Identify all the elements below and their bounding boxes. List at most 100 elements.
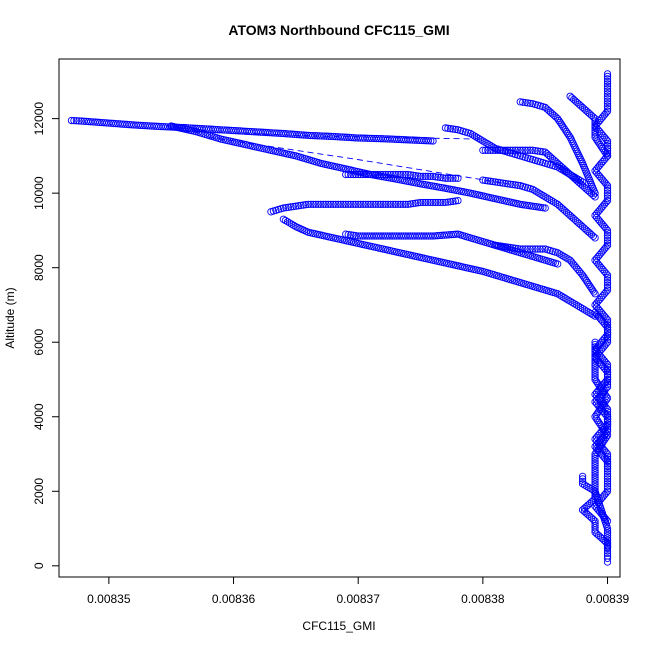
data-point	[519, 98, 527, 106]
data-point	[603, 326, 612, 334]
data-point	[434, 198, 442, 207]
data-point	[603, 380, 612, 389]
data-point	[506, 243, 514, 252]
data-point	[352, 200, 360, 208]
data-point	[504, 146, 512, 154]
data-point	[600, 426, 608, 434]
data-point	[589, 311, 597, 319]
data-point	[558, 251, 566, 259]
data-point	[384, 170, 392, 179]
data-point	[603, 482, 612, 490]
data-point	[602, 392, 610, 400]
data-point	[292, 202, 300, 210]
data-point	[591, 340, 599, 349]
data-point	[595, 381, 603, 389]
x-tick-label: 0.00837	[337, 592, 381, 606]
data-point	[444, 198, 452, 206]
data-point	[404, 200, 412, 208]
data-point	[362, 170, 370, 179]
data-point	[519, 245, 527, 253]
data-point	[592, 414, 600, 423]
data-point	[312, 200, 320, 208]
data-point	[389, 170, 397, 179]
data-point	[603, 87, 612, 95]
data-point	[591, 343, 599, 351]
data-point	[566, 297, 574, 305]
y-tick-label: 6000	[32, 329, 46, 356]
data-point	[468, 131, 477, 139]
data-point	[521, 201, 529, 209]
data-point	[600, 437, 608, 445]
data-point	[349, 170, 357, 179]
data-point	[537, 190, 545, 199]
data-point	[581, 275, 589, 283]
data-point	[581, 306, 589, 314]
data-point	[399, 170, 407, 179]
data-point	[603, 191, 612, 200]
data-point	[359, 170, 367, 179]
data-point	[592, 411, 600, 419]
data-point	[372, 170, 380, 179]
data-point	[561, 126, 569, 134]
data-point	[603, 271, 612, 279]
data-point	[499, 179, 507, 187]
data-point	[344, 200, 352, 208]
data-point	[444, 174, 452, 182]
data-point	[591, 480, 599, 488]
data-point	[603, 144, 612, 153]
data-point	[591, 452, 599, 461]
data-point	[319, 200, 327, 208]
data-point	[529, 185, 537, 194]
data-point	[499, 146, 507, 154]
data-point	[603, 541, 612, 549]
data-point	[603, 75, 612, 83]
data-point	[591, 350, 599, 358]
y-tick-label: 0	[32, 562, 46, 569]
data-point	[591, 450, 599, 458]
data-point	[591, 354, 599, 363]
data-point	[568, 298, 576, 307]
data-point	[484, 146, 492, 154]
data-point	[562, 128, 571, 136]
data-point	[591, 526, 599, 534]
data-point	[603, 413, 612, 421]
data-point	[386, 200, 395, 208]
data-point	[572, 301, 581, 309]
data-point	[603, 477, 612, 486]
data-point	[401, 200, 410, 208]
data-point	[602, 433, 610, 441]
data-point	[372, 200, 380, 208]
data-point	[307, 200, 315, 208]
data-point	[554, 163, 562, 171]
data-point	[565, 131, 573, 140]
data-point	[431, 173, 440, 181]
data-point	[596, 383, 604, 391]
data-point	[603, 368, 612, 376]
x-axis-label: CFC115_GMI	[302, 619, 375, 633]
data-point	[586, 282, 594, 290]
x-tick-label: 0.00835	[87, 592, 131, 606]
data-point	[591, 485, 599, 493]
data-point	[590, 288, 598, 296]
data-point	[352, 170, 360, 179]
data-point	[279, 215, 288, 223]
data-point	[591, 455, 599, 463]
data-point	[352, 231, 360, 240]
data-point	[496, 179, 504, 187]
data-point	[591, 375, 599, 384]
data-point	[591, 357, 599, 365]
data-point	[592, 396, 601, 404]
data-point	[583, 278, 592, 287]
data-point	[603, 229, 612, 237]
data-point	[588, 286, 597, 294]
data-point	[585, 280, 593, 289]
data-point	[534, 245, 542, 253]
data-point	[603, 462, 612, 471]
data-point	[511, 244, 519, 252]
data-point	[329, 200, 337, 208]
data-point	[429, 137, 437, 145]
data-point	[374, 170, 382, 179]
data-point	[531, 187, 539, 195]
data-point	[600, 400, 608, 408]
y-tick-label: 2000	[32, 478, 46, 505]
